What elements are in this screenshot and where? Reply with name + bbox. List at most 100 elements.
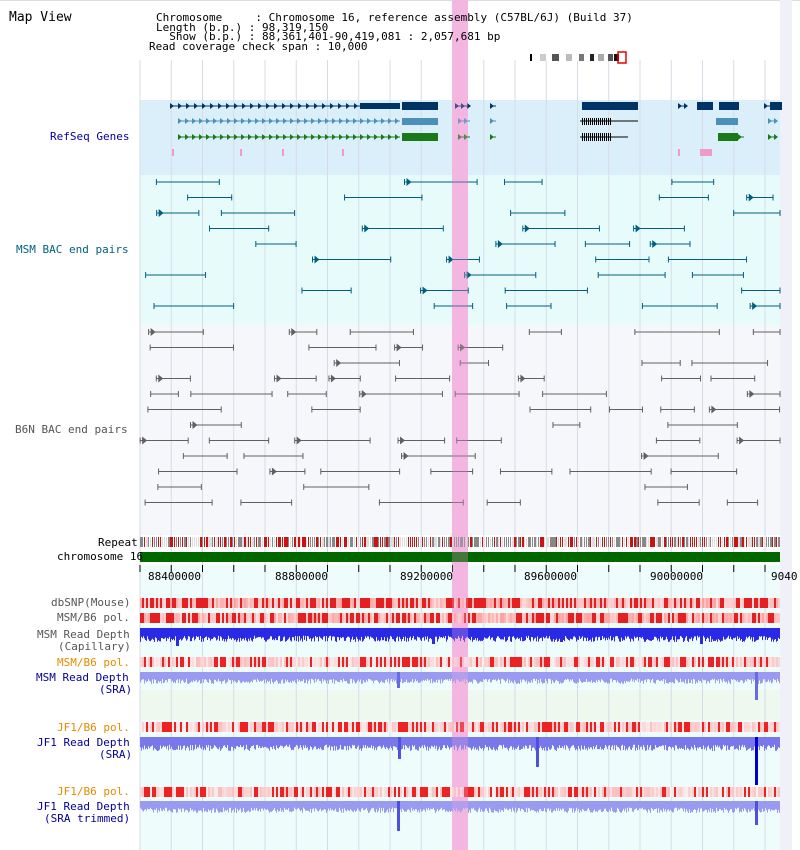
jf1-sra-depth	[652, 737, 653, 751]
jf1-trim-depth	[465, 801, 466, 808]
msm-b6-pol-sra-heat	[452, 657, 454, 667]
msm-sra-depth	[746, 672, 747, 682]
jf1-trim-depth	[653, 801, 654, 811]
dbsnp-heat	[228, 598, 230, 608]
msm-sra-depth	[199, 672, 200, 680]
msm-capillary-depth	[155, 628, 156, 638]
repeat-mark	[490, 537, 491, 547]
jf1-b6-pol-trim-heat	[448, 787, 450, 797]
msm-b6-pol-heat	[150, 613, 152, 623]
jf1-b6-pol-heat	[304, 722, 306, 732]
jf1-sra-depth	[351, 737, 352, 749]
jf1-sra-depth	[550, 737, 551, 750]
jf1-sra-depth	[641, 737, 642, 747]
jf1-b6-pol-heat	[646, 722, 648, 732]
msm-b6-pol-heat	[570, 613, 572, 623]
jf1-b6-pol-heat	[332, 722, 334, 732]
jf1-sra-depth	[498, 737, 499, 747]
jf1-b6-pol-trim-heat	[344, 787, 346, 797]
gene-row	[332, 118, 336, 124]
jf1-trim-depth	[341, 801, 342, 813]
jf1-trim-depth	[222, 801, 223, 813]
msm-capillary-depth	[417, 628, 418, 637]
jf1-trim-depth	[703, 801, 704, 812]
jf1-sra-depth	[450, 737, 451, 748]
jf1-b6-pol-heat	[706, 722, 708, 732]
jf1-trim-depth	[401, 801, 402, 812]
jf1-trim-depth	[364, 801, 365, 810]
jf1-trim-depth	[577, 801, 578, 811]
msm-capillary-depth	[543, 628, 544, 637]
jf1-trim-depth	[482, 801, 483, 812]
msm-b6-pol-heat	[342, 613, 344, 623]
jf1-b6-pol-heat	[572, 722, 574, 732]
msm-b6-pol-sra-heat	[244, 657, 246, 667]
repeat-mark	[582, 537, 583, 547]
msm-b6-pol-sra-heat	[672, 657, 674, 667]
msm-b6-pol-sra-heat	[316, 657, 318, 667]
jf1-sra-depth	[622, 737, 623, 745]
msm-b6-pol-sra-heat	[766, 657, 768, 667]
jf1-sra-depth	[604, 737, 605, 748]
jf1-sra-depth	[347, 737, 348, 746]
msm-capillary-depth	[299, 628, 300, 637]
msm-capillary-depth	[473, 628, 474, 640]
msm-b6-pol-heat	[254, 613, 256, 623]
repeat-mark	[762, 537, 763, 547]
jf1-trim-depth	[246, 801, 247, 813]
msm-capillary-depth	[145, 628, 146, 641]
dbsnp-heat	[740, 598, 742, 608]
jf1-trim-depth	[585, 801, 586, 811]
jf1-trim-depth	[180, 801, 181, 809]
msm-capillary-depth	[287, 628, 288, 640]
msm-capillary-depth	[573, 628, 574, 637]
msm-capillary-depth	[305, 628, 306, 636]
repeat-mark	[542, 537, 544, 547]
msm-capillary-depth	[689, 628, 690, 639]
jf1-b6-pol-trim-heat	[658, 787, 660, 797]
msm-sra-depth	[491, 672, 492, 683]
jf1-trim-depth	[546, 801, 547, 813]
jf1-sra-depth	[761, 737, 762, 747]
jf1-sra-depth	[640, 737, 641, 747]
msm-sra-depth	[636, 672, 637, 681]
msm-sra-depth	[402, 672, 403, 684]
msm-capillary-depth	[571, 628, 572, 640]
dbsnp-heat	[188, 598, 190, 608]
gene-row	[768, 118, 772, 124]
b6n-bac-pair	[271, 467, 277, 476]
msm-b6-pol-heat	[452, 613, 454, 623]
jf1-trim-depth	[464, 801, 465, 810]
jf1-sra-depth	[160, 737, 161, 746]
jf1-sra-depth	[419, 737, 420, 747]
jf1-sra-depth	[379, 737, 380, 746]
jf1-sra-depth	[198, 737, 199, 748]
repeat-mark	[410, 537, 411, 547]
msm-capillary-depth	[202, 628, 203, 639]
jf1-trim-depth	[445, 801, 446, 812]
msm-b6-pol-heat	[320, 613, 322, 623]
msm-capillary-depth	[474, 628, 475, 640]
msm-sra-depth	[534, 672, 535, 679]
msm-sra-depth	[543, 672, 544, 684]
msm-sra-depth	[204, 672, 205, 680]
msm-capillary-depth	[251, 628, 252, 641]
jf1-sra-depth	[333, 737, 334, 751]
jf1-trim-depth	[601, 801, 602, 812]
jf1-trim-depth	[487, 801, 488, 811]
repeat-mark	[348, 537, 349, 547]
jf1-trim-depth	[553, 801, 554, 811]
jf1-b6-pol-heat	[454, 722, 456, 732]
jf1-b6-pol-heat	[432, 722, 434, 732]
jf1-sra-depth	[456, 737, 457, 747]
jf1-trim-depth	[239, 801, 240, 810]
dbsnp-heat	[676, 598, 678, 608]
msm-sra-depth	[390, 672, 391, 681]
msm-b6-pol-heat	[724, 613, 726, 623]
msm-sra-depth	[677, 672, 678, 681]
dbsnp-heat	[442, 598, 444, 608]
chromosome-bar	[140, 552, 780, 562]
msm-capillary-depth	[495, 628, 496, 642]
msm-sra-depth	[651, 672, 652, 681]
